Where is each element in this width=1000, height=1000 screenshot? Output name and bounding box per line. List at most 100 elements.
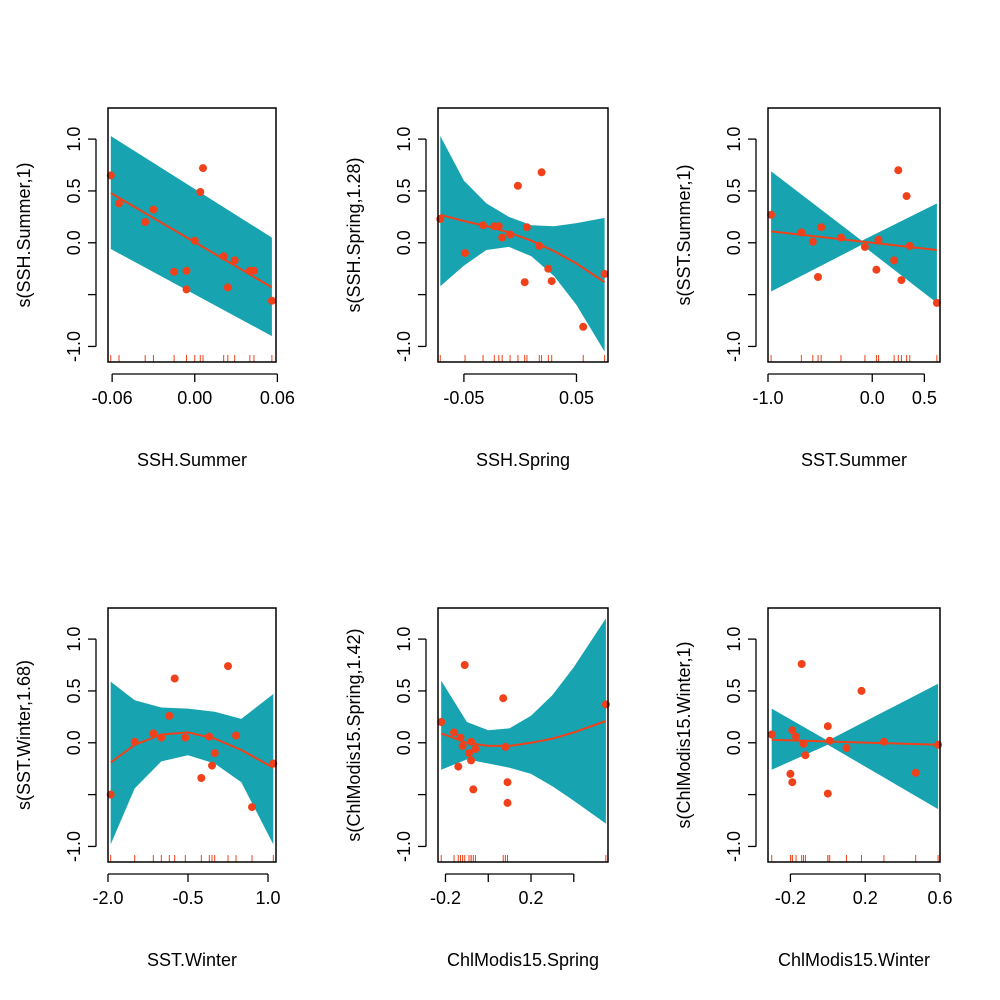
data-point — [825, 736, 834, 745]
x-tick-label: 0.05 — [559, 388, 594, 408]
data-point — [874, 235, 883, 244]
panel-3: -1.0 0.0 0.5 -1.0 0.0 0.5 1.0 SST.Summer s(SST.S… — [674, 107, 941, 470]
y-axis-title: s(SST.Summer,1) — [674, 164, 694, 305]
y-axis-title: s(SSH.Spring,1.28) — [344, 157, 364, 312]
panel-6: -0.2 0.2 0.6 -1.0 0.0 0.5 1.0 ChlModis15.Winter… — [674, 607, 953, 970]
y-tick-label: 0.0 — [64, 230, 84, 255]
x-tick-label: -0.2 — [775, 888, 806, 908]
plot-frame — [107, 607, 277, 863]
data-point — [196, 188, 205, 196]
x-axis-title: SSH.Summer — [137, 450, 247, 470]
y-tick-label: 1.0 — [64, 127, 84, 152]
data-point — [157, 733, 166, 742]
x-tick-label: 0.5 — [912, 388, 937, 408]
data-point — [224, 662, 232, 671]
x-tick-label: 0.6 — [927, 888, 952, 908]
data-point — [857, 686, 866, 695]
y-axis-title: s(ChlModis15.Spring,1.42) — [344, 628, 364, 841]
data-point — [461, 249, 469, 258]
data-point — [897, 276, 906, 285]
data-point — [182, 266, 191, 275]
data-point — [503, 798, 512, 807]
y-tick-label: 0.0 — [64, 730, 84, 755]
smooth-fit-line — [440, 213, 606, 284]
data-point — [437, 718, 446, 726]
confidence-band — [110, 136, 272, 337]
x-tick-label: 1.0 — [255, 888, 280, 908]
data-point — [205, 732, 214, 741]
plot-frame — [107, 107, 277, 363]
y-tick-label: -1.0 — [394, 831, 414, 862]
data-point — [905, 241, 914, 250]
data-point — [767, 730, 776, 739]
data-point — [458, 741, 467, 750]
y-tick-label: 0.0 — [394, 230, 414, 255]
y-tick-label: 0.5 — [64, 178, 84, 203]
data-point — [219, 252, 228, 261]
data-point — [842, 744, 851, 752]
confidence-band — [440, 136, 605, 352]
y-tick-label: -1.0 — [394, 331, 414, 362]
data-point — [454, 762, 463, 771]
data-point — [141, 218, 150, 226]
y-tick-label: 0.5 — [724, 678, 744, 703]
data-point — [469, 785, 478, 794]
data-point — [872, 265, 881, 274]
y-tick-label: 0.0 — [394, 730, 414, 755]
data-point — [503, 778, 512, 787]
data-point — [501, 742, 510, 751]
data-point — [498, 233, 507, 242]
y-tick-label: 1.0 — [394, 127, 414, 152]
panel-1: -0.06 0.00 0.06 -1.0 0.0 0.5 1.0 SSH.Summer s(SS… — [14, 107, 295, 470]
data-point — [792, 732, 800, 741]
data-point — [520, 278, 529, 287]
data-point — [788, 778, 797, 787]
y-tick-label: 1.0 — [64, 627, 84, 652]
panel-2: -0.05 0.05 -1.0 0.0 0.5 1.0 SSH.Spring s(SSH.Sp… — [344, 107, 609, 470]
x-tick-label: 0.06 — [260, 388, 295, 408]
data-point — [513, 181, 522, 190]
y-axis-title: s(SSH.Summer,1) — [14, 162, 34, 307]
confidence-band — [441, 618, 606, 824]
x-tick-label: -0.5 — [172, 888, 203, 908]
data-point — [786, 769, 795, 778]
x-axis-title: SST.Winter — [147, 950, 237, 970]
data-point — [932, 298, 941, 307]
data-point — [799, 739, 808, 748]
y-tick-label: 0.0 — [724, 730, 744, 755]
data-point — [460, 661, 469, 669]
data-point — [182, 285, 191, 294]
confidence-band — [110, 681, 274, 845]
data-point — [506, 230, 515, 239]
data-point — [149, 205, 158, 214]
plot-frame — [437, 607, 609, 863]
data-point — [894, 166, 903, 175]
data-point — [149, 729, 158, 738]
data-point — [471, 745, 480, 753]
data-point — [544, 264, 553, 273]
data-point — [837, 233, 845, 242]
confidence-band — [771, 171, 937, 303]
data-point — [479, 221, 487, 230]
data-point — [890, 256, 899, 265]
data-point — [823, 789, 832, 798]
x-tick-label: 0.2 — [853, 888, 878, 908]
data-point — [199, 164, 207, 173]
y-axis-title: s(ChlModis15.Winter,1) — [674, 641, 694, 828]
x-tick-label: -0.06 — [92, 388, 133, 408]
smooth-fit-line — [771, 738, 939, 746]
y-axis-title: s(SST.Winter,1.68) — [14, 660, 34, 810]
x-tick-label: -2.0 — [92, 888, 123, 908]
data-point — [190, 236, 199, 245]
data-point — [115, 199, 123, 208]
data-point — [537, 168, 546, 177]
plot-frame — [767, 107, 941, 363]
data-point — [267, 296, 276, 305]
data-point — [106, 171, 115, 180]
y-tick-label: 0.5 — [64, 678, 84, 703]
data-point — [232, 731, 240, 740]
y-tick-label: 0.5 — [394, 178, 414, 203]
data-point — [797, 228, 806, 237]
data-point — [808, 237, 817, 246]
